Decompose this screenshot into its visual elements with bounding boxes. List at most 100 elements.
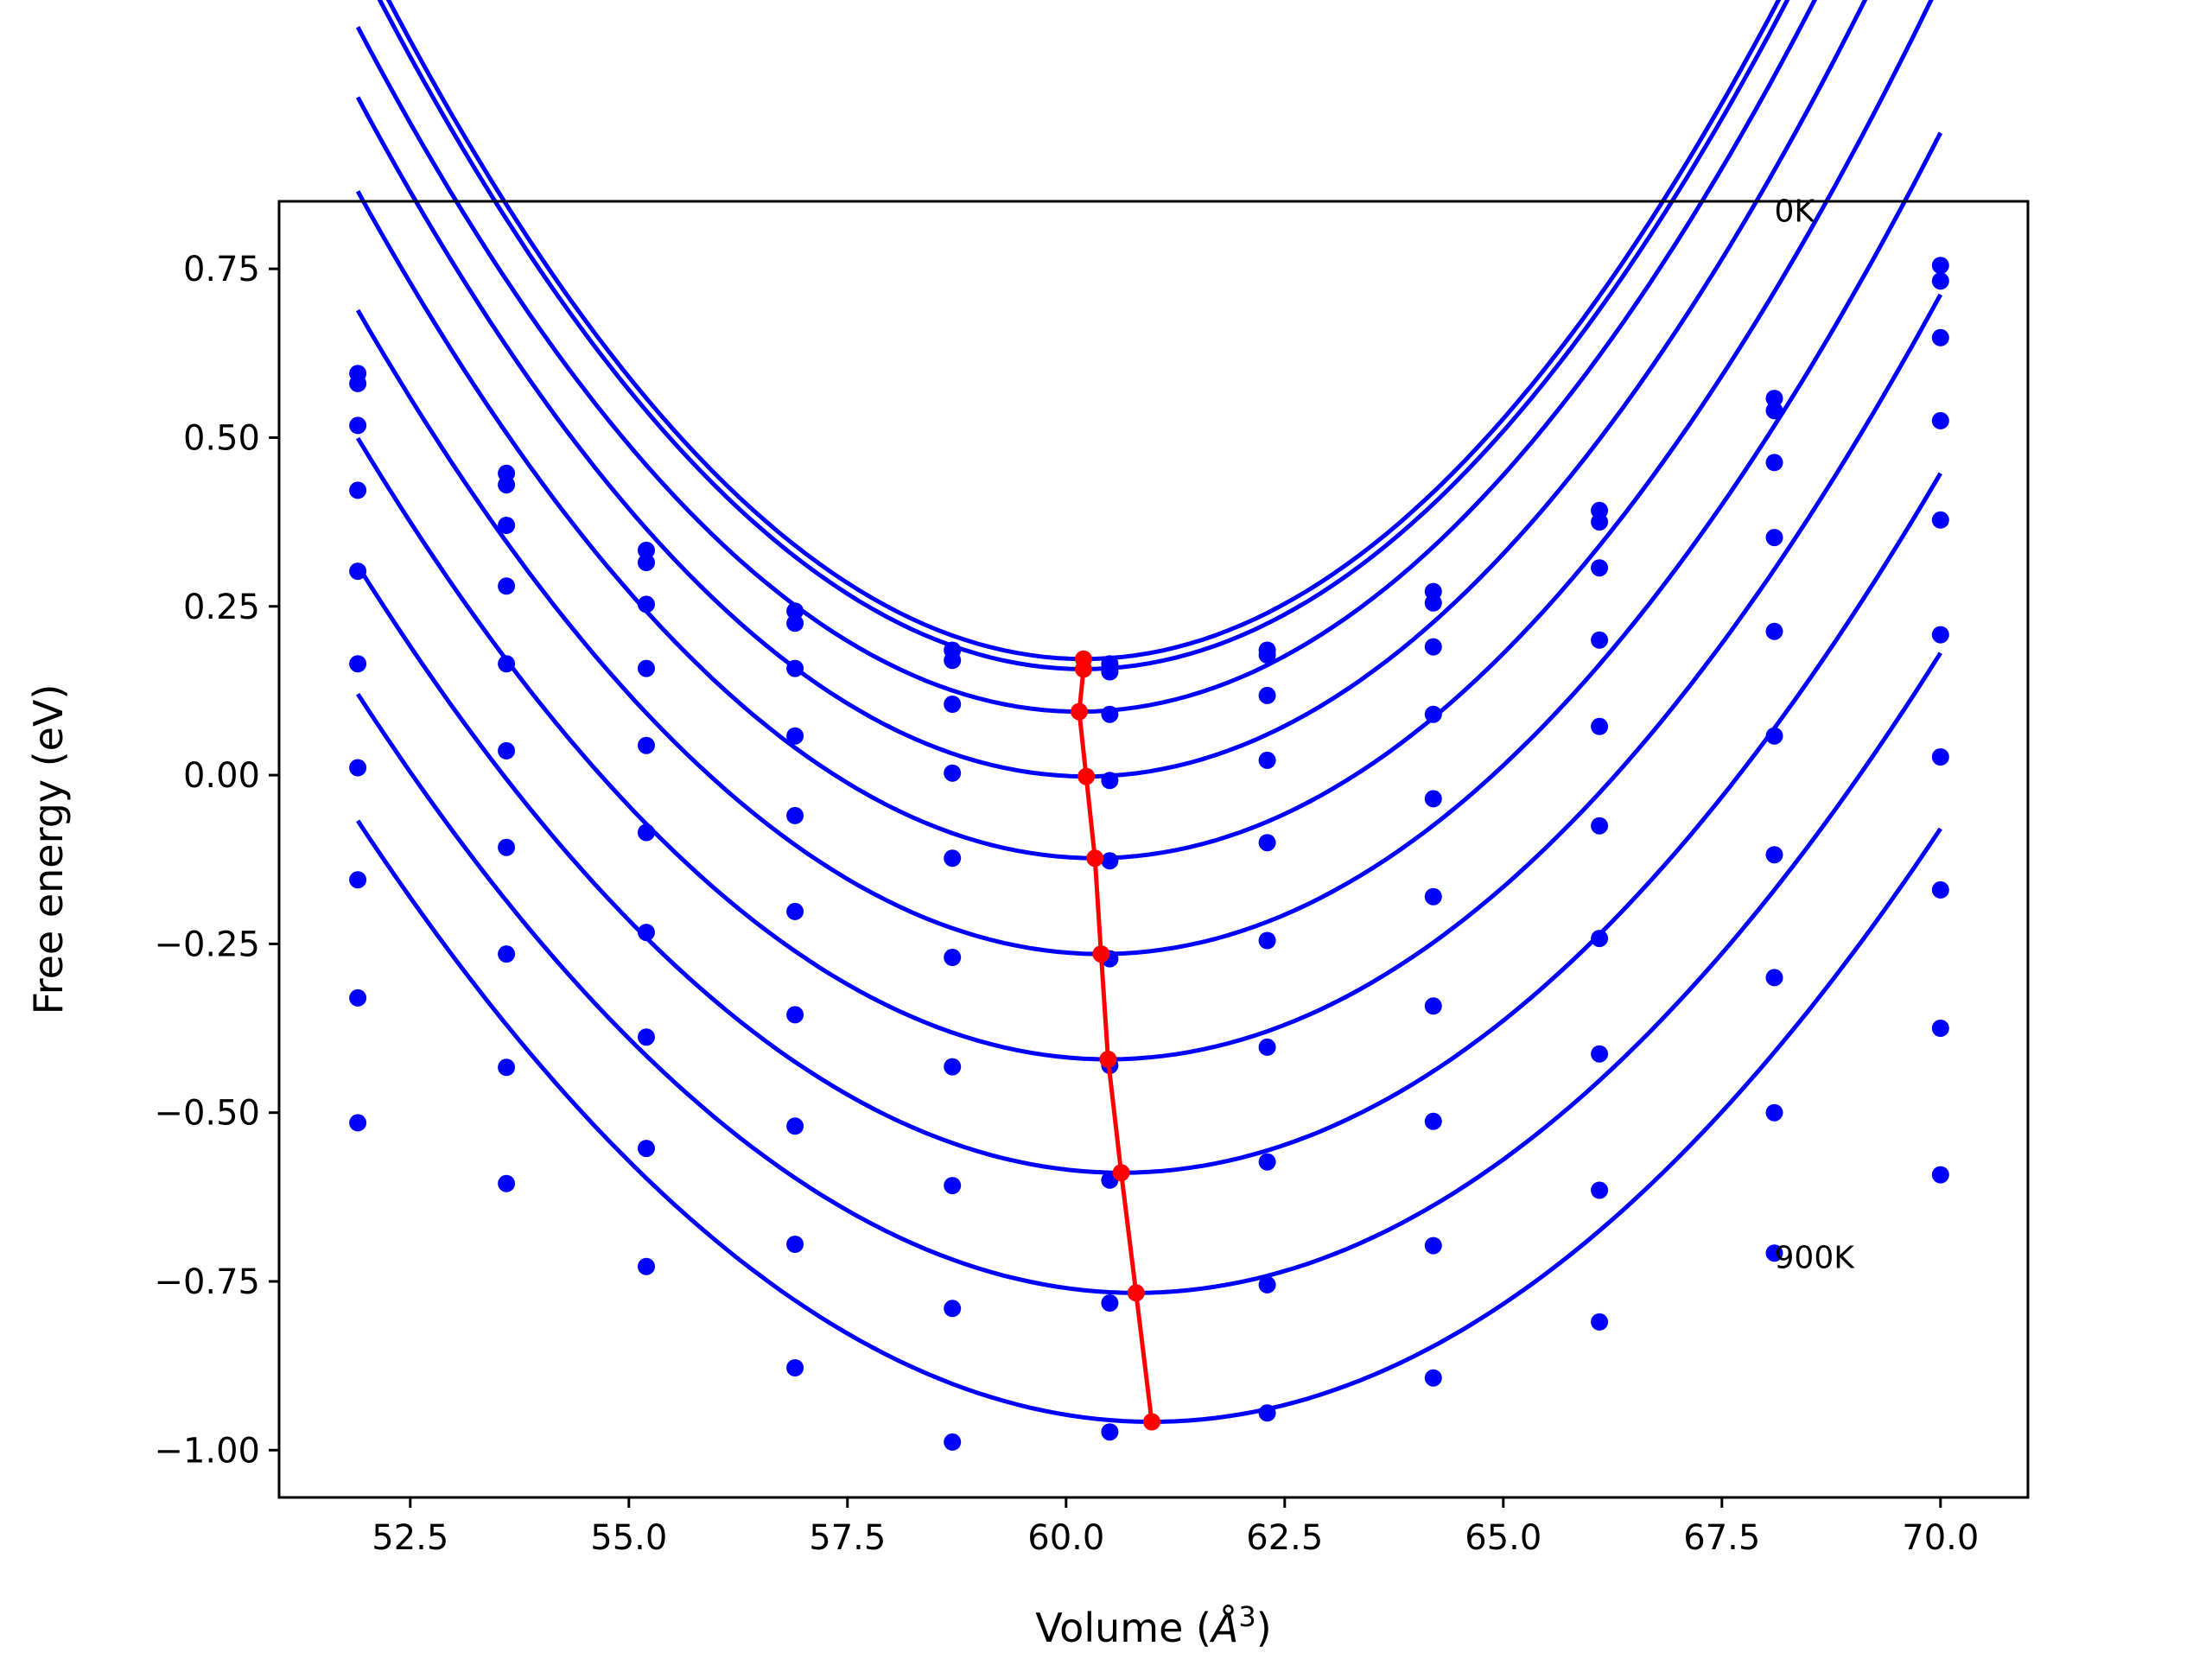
data-point-2-10 bbox=[1931, 328, 1949, 346]
data-point-0-2 bbox=[638, 541, 655, 559]
y-tick-label-0: 0.75 bbox=[183, 250, 260, 289]
data-point-0-3 bbox=[786, 602, 804, 620]
data-point-5-4 bbox=[944, 949, 962, 966]
data-point-3-5 bbox=[1101, 772, 1119, 790]
fit-curve-1 bbox=[377, 0, 1790, 671]
minimum-point-2 bbox=[1071, 702, 1088, 721]
data-point-9-10 bbox=[1931, 1166, 1949, 1184]
data-point-6-3 bbox=[786, 1006, 804, 1024]
data-point-5-6 bbox=[1258, 931, 1276, 950]
data-point-9-9 bbox=[1765, 1244, 1783, 1262]
data-point-8-1 bbox=[498, 1058, 516, 1077]
data-point-5-9 bbox=[1765, 727, 1783, 745]
minimum-point-5 bbox=[1092, 945, 1110, 963]
x-tick-label-3: 60.0 bbox=[1027, 1518, 1104, 1558]
data-point-4-6 bbox=[1258, 834, 1276, 852]
data-point-6-6 bbox=[1258, 1038, 1276, 1056]
data-point-6-2 bbox=[638, 924, 655, 942]
data-point-2-7 bbox=[1424, 638, 1442, 656]
data-point-9-0 bbox=[349, 1114, 367, 1132]
annotations-layer: 0K 900K bbox=[1775, 194, 1856, 1275]
data-point-5-2 bbox=[638, 823, 655, 842]
x-tick-label-6: 67.5 bbox=[1683, 1518, 1760, 1558]
data-point-5-1 bbox=[498, 741, 516, 760]
y-tick-label-3: 0.00 bbox=[183, 756, 260, 796]
data-point-2-8 bbox=[1591, 559, 1609, 577]
minimum-path-line bbox=[1077, 658, 1154, 1422]
data-point-8-7 bbox=[1424, 1236, 1442, 1255]
y-tick-label-7: −1.00 bbox=[154, 1431, 260, 1471]
fit-curve-6 bbox=[355, 293, 1942, 1062]
data-point-4-10 bbox=[1931, 511, 1949, 529]
data-point-1-4 bbox=[944, 652, 962, 670]
data-point-2-2 bbox=[638, 595, 655, 613]
fit-curve-2 bbox=[355, 0, 1818, 715]
data-point-7-7 bbox=[1424, 1112, 1442, 1130]
minimum-point-4 bbox=[1086, 849, 1104, 868]
data-point-4-8 bbox=[1591, 717, 1609, 735]
y-tick-label-2: 0.25 bbox=[183, 588, 260, 627]
data-point-1-3 bbox=[786, 614, 804, 632]
fit-curve-0 bbox=[385, 0, 1782, 662]
data-point-8-9 bbox=[1765, 1103, 1783, 1122]
data-point-3-4 bbox=[944, 764, 962, 782]
data-point-3-1 bbox=[498, 577, 516, 595]
data-point-7-3 bbox=[786, 1117, 804, 1135]
data-point-2-1 bbox=[498, 517, 516, 534]
data-point-8-6 bbox=[1258, 1275, 1276, 1294]
y-tick-label-1: 0.50 bbox=[183, 418, 260, 458]
data-point-2-9 bbox=[1765, 454, 1783, 472]
data-point-5-7 bbox=[1424, 887, 1442, 906]
minimum-point-8 bbox=[1127, 1284, 1145, 1302]
data-point-6-10 bbox=[1931, 748, 1949, 766]
x-tick-label-1: 55.0 bbox=[590, 1518, 667, 1558]
data-point-7-10 bbox=[1931, 880, 1949, 899]
data-point-7-6 bbox=[1258, 1153, 1276, 1171]
x-tick-label-5: 65.0 bbox=[1465, 1518, 1541, 1558]
data-point-1-6 bbox=[1258, 646, 1276, 664]
x-tick-label-4: 62.5 bbox=[1246, 1518, 1323, 1558]
data-point-2-0 bbox=[349, 416, 367, 435]
data-point-4-9 bbox=[1765, 622, 1783, 640]
axis-ticks-layer: 52.5 55.0 57.5 60.0 62.5 65.0 67.5 70.0 0.75 0.50… bbox=[154, 250, 1979, 1558]
data-point-7-8 bbox=[1591, 1045, 1609, 1063]
data-point-5-10 bbox=[1931, 626, 1949, 644]
data-point-3-10 bbox=[1931, 411, 1949, 429]
data-point-6-1 bbox=[498, 838, 516, 856]
data-point-9-5 bbox=[1101, 1423, 1119, 1441]
fit-curve-4 bbox=[355, 0, 1934, 861]
data-point-5-3 bbox=[786, 902, 804, 920]
data-point-7-1 bbox=[498, 945, 516, 963]
data-point-1-0 bbox=[349, 374, 367, 392]
x-axis-label: Volume (Å3) bbox=[1035, 1600, 1271, 1651]
data-point-4-0 bbox=[349, 563, 367, 581]
plot-frame bbox=[277, 200, 2030, 1499]
data-point-9-1 bbox=[498, 1174, 516, 1192]
data-point-9-6 bbox=[1258, 1404, 1276, 1422]
data-point-7-0 bbox=[349, 871, 367, 889]
x-axis-label-symbol: Å bbox=[1209, 1605, 1238, 1651]
y-axis-label: Free energy (eV) bbox=[25, 684, 72, 1015]
data-point-3-7 bbox=[1424, 705, 1442, 723]
data-point-9-2 bbox=[638, 1257, 655, 1275]
fit-curve-8 bbox=[356, 652, 1942, 1295]
data-point-0-10 bbox=[1931, 257, 1949, 275]
x-axis-label-text: Volume ( bbox=[1035, 1605, 1211, 1651]
data-point-6-4 bbox=[944, 1058, 962, 1076]
data-point-2-5 bbox=[1101, 705, 1119, 723]
x-tick-label-7: 70.0 bbox=[1902, 1518, 1979, 1558]
data-point-5-8 bbox=[1591, 817, 1609, 835]
fit-curve-5 bbox=[355, 131, 1943, 957]
data-point-3-9 bbox=[1765, 529, 1783, 547]
data-point-8-4 bbox=[944, 1300, 962, 1318]
data-point-4-2 bbox=[638, 736, 655, 754]
data-point-9-3 bbox=[786, 1359, 804, 1376]
data-point-3-0 bbox=[349, 481, 367, 499]
minimum-point-6 bbox=[1099, 1051, 1117, 1068]
y-tick-label-6: −0.75 bbox=[154, 1262, 260, 1302]
data-point-4-7 bbox=[1424, 790, 1442, 808]
data-point-1-8 bbox=[1591, 513, 1609, 531]
data-point-1-1 bbox=[498, 476, 516, 494]
